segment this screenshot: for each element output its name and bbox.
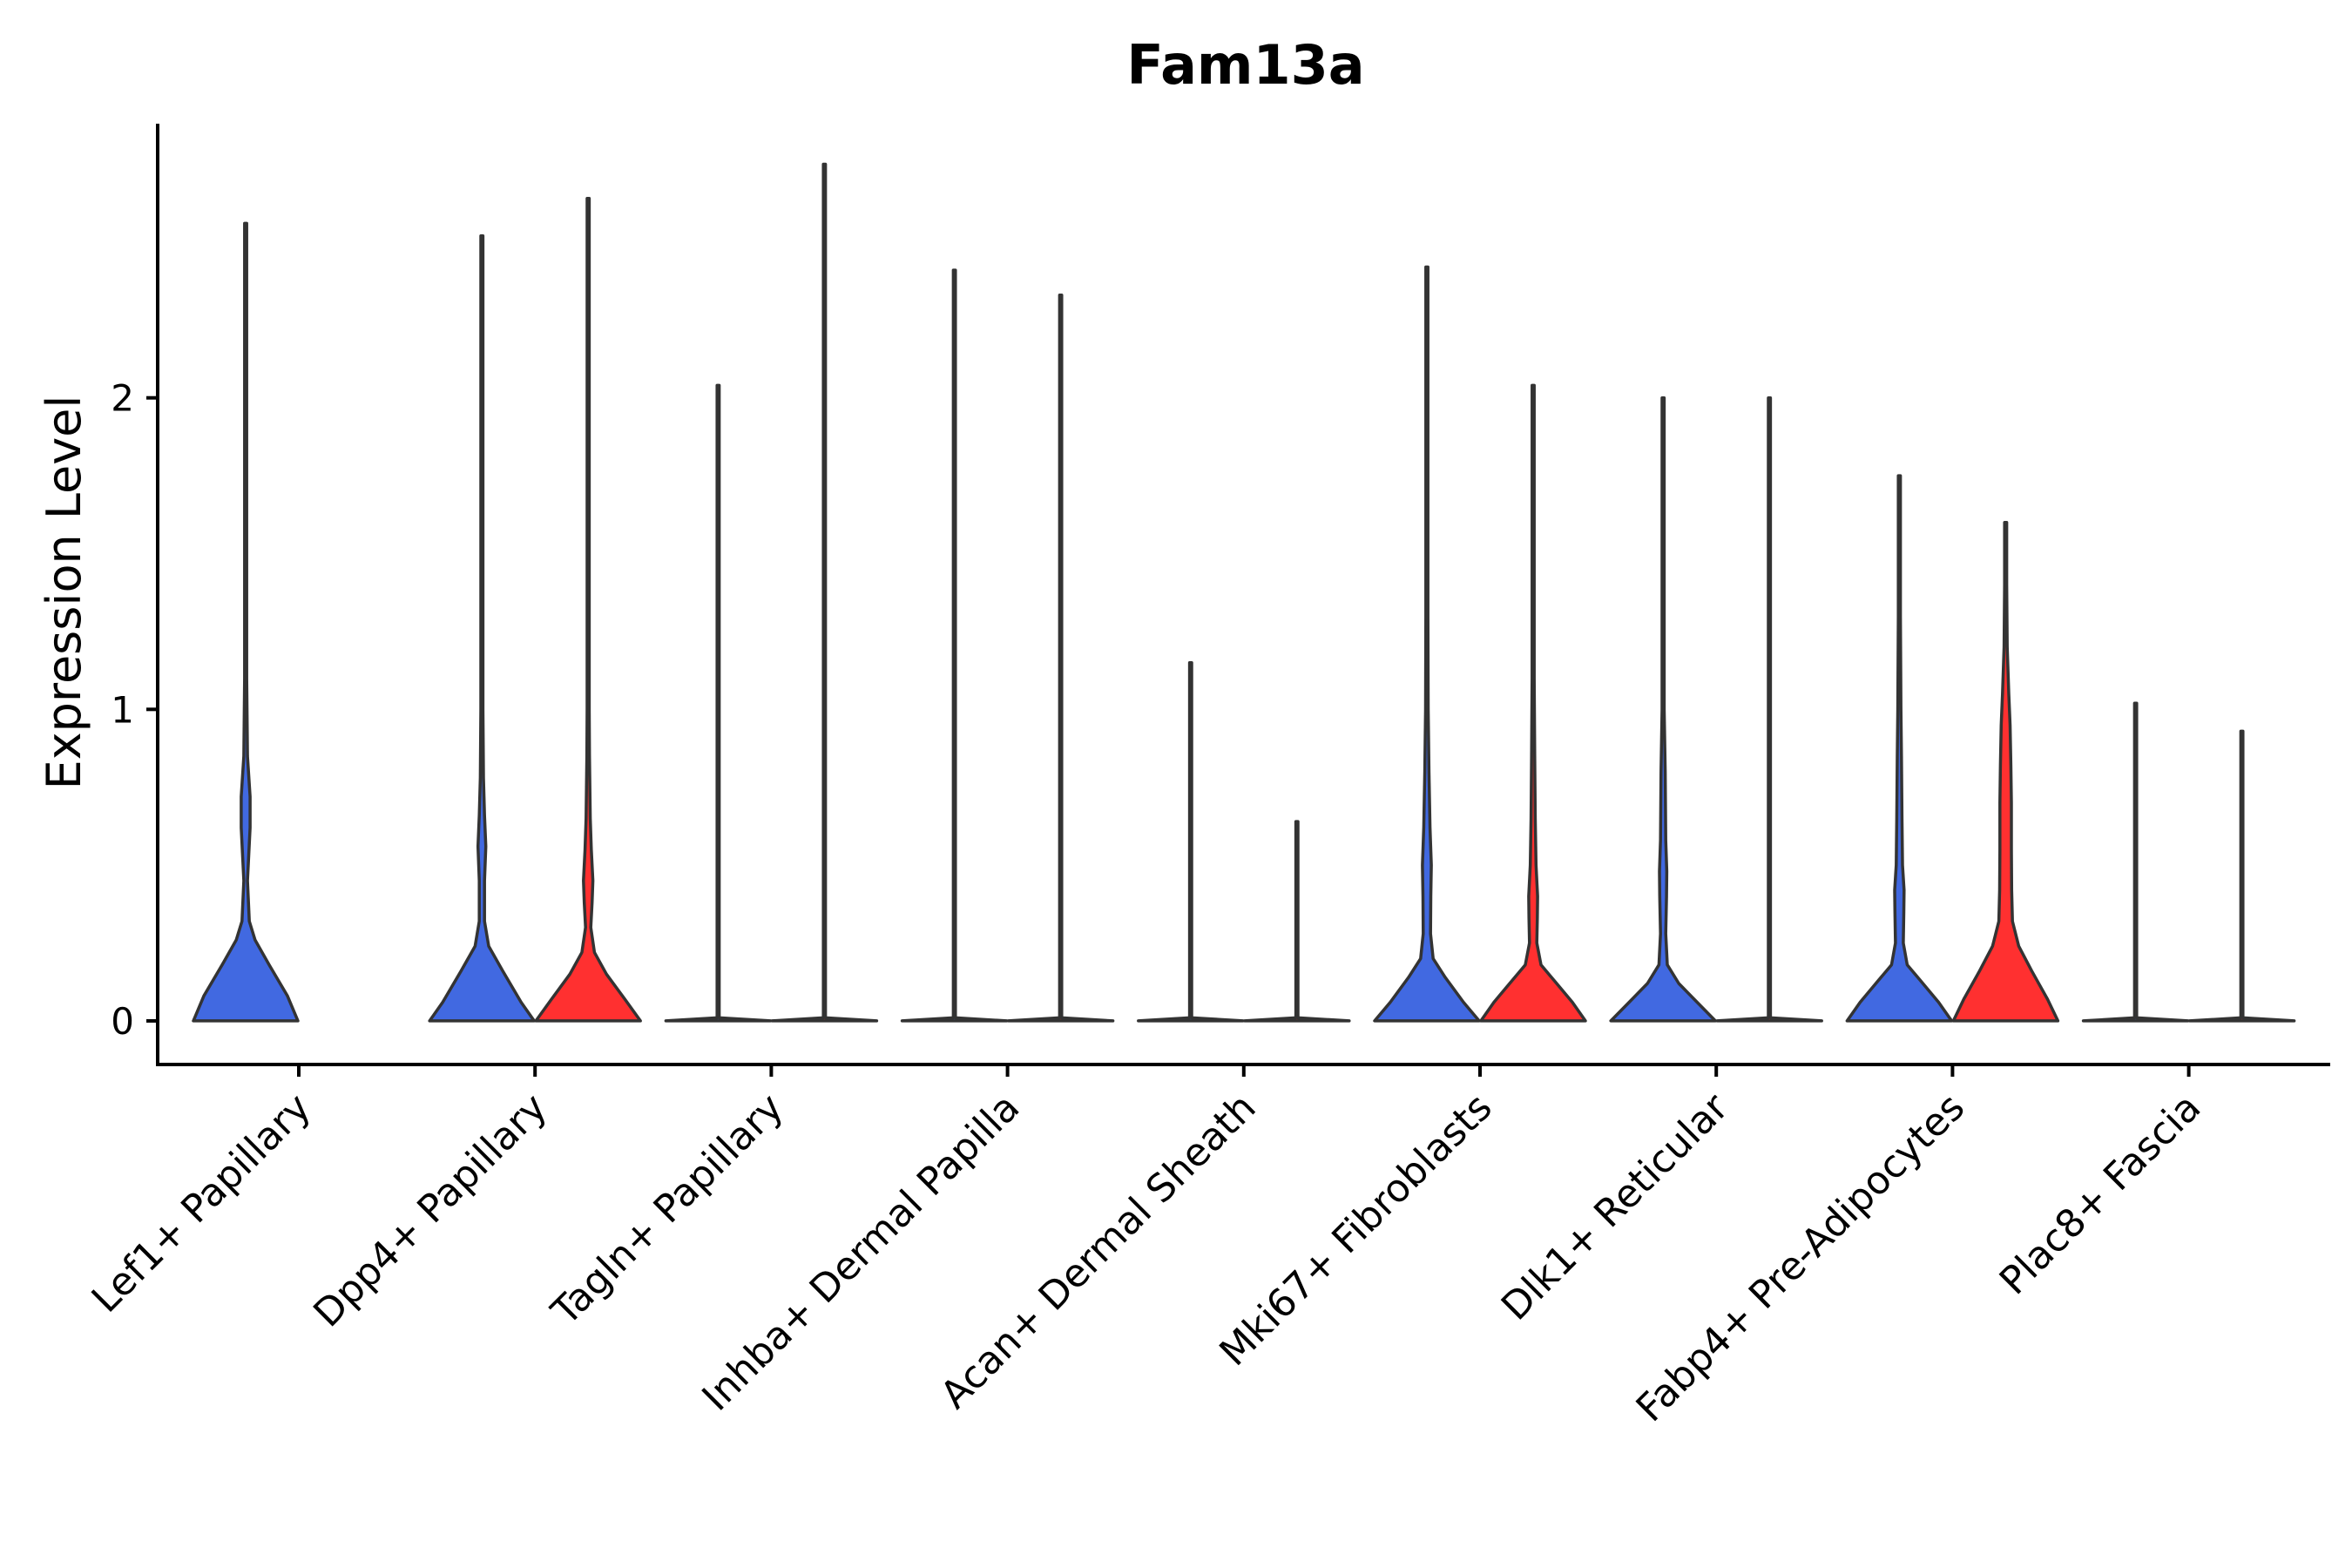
violin-acan-dermal-sheath-series-0 bbox=[1137, 660, 1245, 1023]
y-tick-label-0: 0 bbox=[111, 1000, 134, 1043]
chart-title: Fam13a bbox=[1126, 33, 1364, 97]
violin-lef1-papillary-series-0 bbox=[192, 221, 300, 1023]
violin-dlk1-reticular-series-0 bbox=[1609, 395, 1717, 1023]
violin-dlk1-reticular-series-1 bbox=[1715, 395, 1823, 1023]
violin-inhba-dermal-papilla-series-0 bbox=[900, 268, 1009, 1023]
violin-tagln-papillary-series-1 bbox=[770, 162, 879, 1023]
violin-plac8-fascia-series-0 bbox=[2081, 701, 2190, 1023]
violin-fabp4-pre-adipocytes-series-0 bbox=[1845, 474, 1954, 1023]
violin-mki67-fibroblasts-series-0 bbox=[1373, 265, 1481, 1023]
y-tick-label-1: 1 bbox=[111, 688, 134, 731]
violin-fabp4-pre-adipocytes-series-1 bbox=[1951, 520, 2060, 1023]
violin-tagln-papillary-series-0 bbox=[664, 383, 773, 1023]
violin-acan-dermal-sheath-series-1 bbox=[1243, 820, 1351, 1023]
y-tick-label-2: 2 bbox=[111, 377, 134, 420]
violins-layer bbox=[192, 162, 2296, 1023]
violin-plac8-fascia-series-1 bbox=[2187, 729, 2296, 1023]
violin-dpp4-papillary-series-0 bbox=[428, 233, 536, 1023]
y-axis-label: Expression Level bbox=[37, 395, 91, 790]
violin-dpp4-papillary-series-1 bbox=[534, 197, 642, 1023]
violin-inhba-dermal-papilla-series-1 bbox=[1006, 293, 1115, 1023]
violin-mki67-fibroblasts-series-1 bbox=[1479, 383, 1587, 1023]
y-ticks: 0 1 2 bbox=[111, 377, 158, 1043]
